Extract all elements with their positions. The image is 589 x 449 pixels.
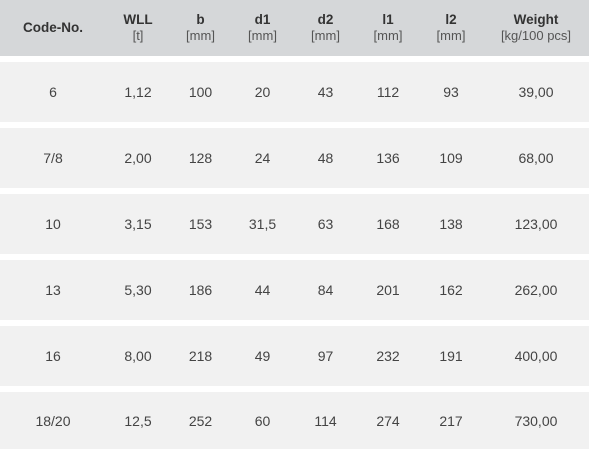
cell-weight: 400,00 [514,348,558,364]
cell-l1: 168 [376,216,400,232]
cell-l1: 232 [376,348,400,364]
header-title: l2 [445,12,457,27]
table-row: 10 3,15 153 31,5 63 168 138 123,00 [0,194,589,254]
cell-wll: 3,15 [124,216,152,232]
header-unit: [mm] [436,28,466,43]
header-unit: [mm] [248,28,277,43]
header-weight: Weight [kg/100 pcs] [483,0,589,56]
cell-b: 128 [188,150,213,166]
cell-b: 100 [188,84,213,100]
header-l1: l1 [mm] [357,0,419,56]
cell-l2: 217 [439,412,463,429]
cell-d2: 114 [314,412,337,429]
cell-d1: 20 [254,84,271,100]
cell-d1: 44 [254,282,271,298]
table-row: 6 1,12 100 20 43 112 93 39,00 [0,62,589,122]
header-d1: d1 [mm] [231,0,294,56]
header-code-no: Code-No. [0,0,106,56]
cell-d2: 48 [317,150,334,166]
header-title: d2 [317,12,334,27]
cell-code-no: 10 [45,216,61,232]
table-row: 7/8 2,00 128 24 48 136 109 68,00 [0,128,589,188]
cell-b: 186 [188,282,213,298]
header-title: l1 [382,12,394,27]
cell-wll: 12,5 [124,412,152,429]
cell-l2: 109 [439,150,463,166]
cell-d2: 43 [317,84,334,100]
cell-b: 252 [188,412,213,429]
cell-weight: 123,00 [514,216,558,232]
cell-d1: 49 [254,348,271,364]
header-unit: [mm] [186,28,215,43]
header-unit: [mm] [373,28,403,43]
cell-l2: 138 [439,216,463,232]
header-title: Code-No. [23,20,83,35]
cell-code-no: 13 [45,282,61,298]
cell-d2: 97 [317,348,334,364]
cell-code-no: 16 [45,348,61,364]
header-title: Weight [513,12,559,27]
cell-wll: 5,30 [124,282,152,298]
cell-b: 153 [188,216,213,232]
cell-d1: 60 [254,412,271,429]
header-l2: l2 [mm] [419,0,483,56]
header-title: b [196,12,205,27]
cell-d1: 24 [254,150,271,166]
header-title: d1 [254,12,271,27]
cell-code-no: 7/8 [43,150,63,166]
cell-l1: 136 [376,150,400,166]
header-b: b [mm] [170,0,231,56]
cell-weight: 68,00 [518,150,554,166]
table-row: 18/20 12,5 252 60 114 274 217 730,00 [0,392,589,449]
header-unit: [mm] [311,28,340,43]
cell-weight: 730,00 [514,412,558,429]
cell-code-no: 6 [49,84,57,100]
header-wll: WLL [t] [106,0,170,56]
table-row: 16 8,00 218 49 97 232 191 400,00 [0,326,589,386]
cell-wll: 2,00 [124,150,152,166]
cell-l1: 201 [376,282,400,298]
cell-l2: 93 [443,84,459,100]
cell-d1: 31,5 [248,216,277,232]
cell-code-no: 18/20 [35,412,71,429]
header-d2: d2 [mm] [294,0,357,56]
cell-l2: 162 [439,282,463,298]
table-row: 13 5,30 186 44 84 201 162 262,00 [0,260,589,320]
header-unit: [t] [132,28,144,43]
cell-d2: 84 [317,282,334,298]
cell-weight: 39,00 [518,84,554,100]
cell-weight: 262,00 [514,282,558,298]
cell-wll: 1,12 [124,84,152,100]
header-title: WLL [123,12,153,27]
cell-l1: 112 [376,84,400,100]
cell-l2: 191 [439,348,463,364]
cell-l1: 274 [376,412,400,429]
cell-wll: 8,00 [124,348,152,364]
header-unit: [kg/100 pcs] [500,28,572,43]
cell-d2: 63 [317,216,334,232]
cell-b: 218 [188,348,213,364]
table-header-row: Code-No. WLL [t] b [mm] d1 [mm] d2 [mm] … [0,0,589,56]
